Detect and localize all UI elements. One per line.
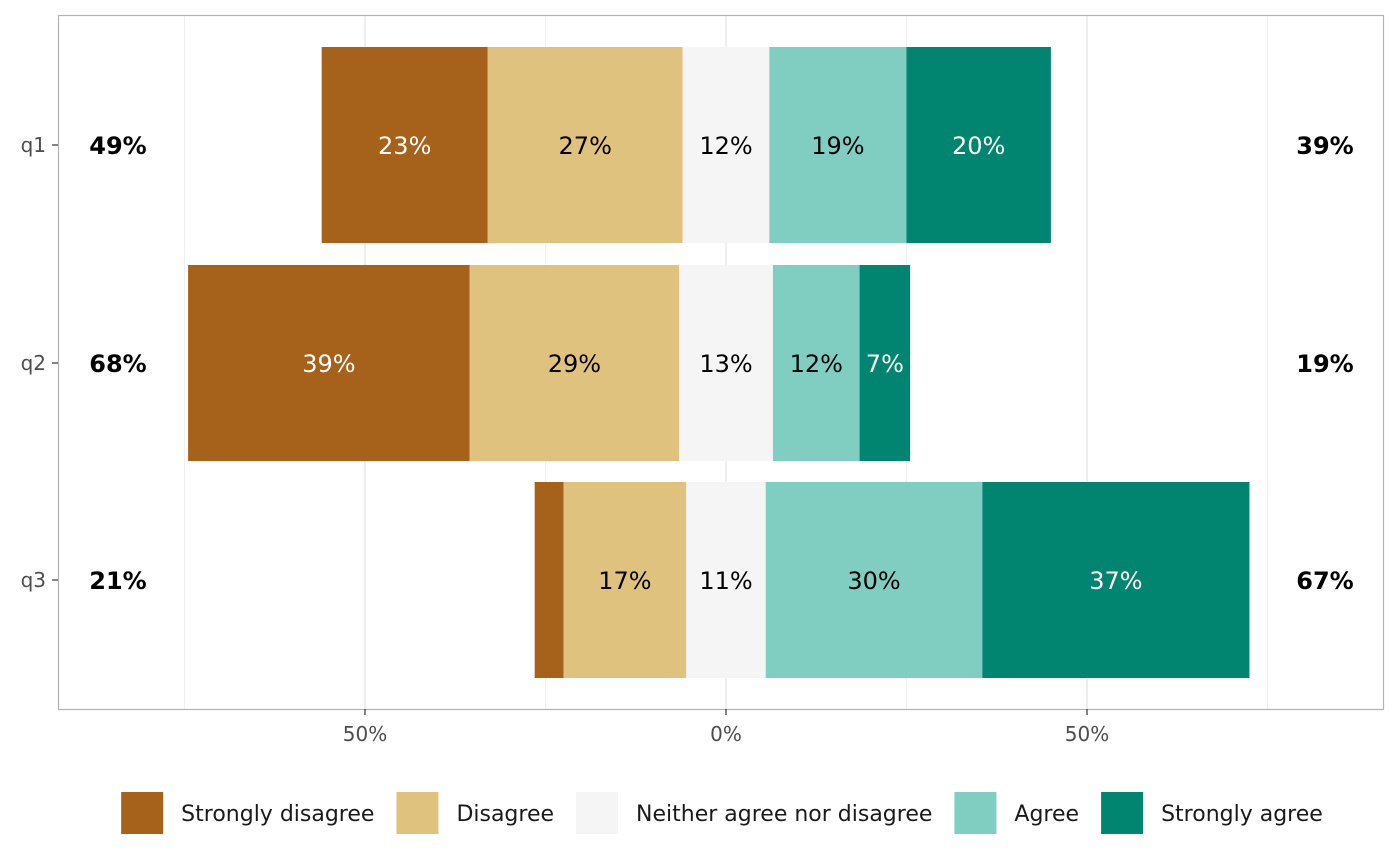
legend-item: Agree [954, 792, 1079, 834]
bar-segment [563, 482, 687, 678]
legend-key [121, 792, 164, 834]
bar-segment [769, 47, 907, 243]
legend-label: Strongly agree [1161, 802, 1323, 827]
axis-layer: q1 q2 q3 50% 0% 50% [21, 133, 1110, 746]
bar-segment [321, 47, 488, 243]
left-total-label: 21% [89, 567, 146, 595]
segment-value-label: 27% [559, 132, 612, 160]
segment-value-label: 11% [699, 567, 752, 595]
bar-segment [772, 265, 860, 461]
left-total-label: 49% [89, 132, 146, 160]
legend-key [396, 792, 439, 834]
bar-segment [188, 265, 470, 461]
bar-layer: 23% 27% 12% 19% 20% 49% 39% 39% 29% 13% 12% 7% 68% 19… [89, 47, 1354, 678]
legend-item: Disagree [396, 792, 554, 834]
bar-segment [469, 265, 680, 461]
legend-item: Neither agree nor disagree [576, 792, 932, 834]
bar-segment [679, 265, 773, 461]
bar-segment [487, 47, 683, 243]
segment-value-label: 12% [699, 132, 752, 160]
segment-value-label: 17% [598, 567, 651, 595]
segment-value-label: 37% [1089, 567, 1142, 595]
segment-value-label: 19% [811, 132, 864, 160]
y-tick-label: q3 [21, 568, 46, 592]
legend-key [576, 792, 619, 834]
segment-value-label: 20% [952, 132, 1005, 160]
right-total-label: 19% [1296, 350, 1353, 378]
x-tick-label: 0% [710, 722, 742, 746]
legend-label: Strongly disagree [181, 802, 374, 827]
legend-label: Disagree [456, 802, 554, 827]
legend-key [1101, 792, 1144, 834]
y-tick-label: q1 [21, 133, 46, 157]
left-total-label: 68% [89, 350, 146, 378]
panel-border [57, 14, 1385, 711]
bar-segment [906, 47, 1051, 243]
legend-key [954, 792, 997, 834]
bar-segment [765, 482, 983, 678]
right-total-label: 39% [1296, 132, 1353, 160]
bar-segment [686, 482, 766, 678]
segment-value-label: 30% [847, 567, 900, 595]
x-tick-label: 50% [343, 722, 387, 746]
y-tick-label: q2 [21, 351, 46, 375]
legend-item: Strongly agree [1101, 792, 1323, 834]
x-tick-label: 50% [1065, 722, 1109, 746]
right-total-label: 67% [1296, 567, 1353, 595]
segment-value-label: 12% [790, 350, 843, 378]
legend-label: Agree [1014, 802, 1079, 827]
bar-segment [682, 47, 770, 243]
segment-value-label: 39% [302, 350, 355, 378]
segment-value-label: 7% [866, 350, 904, 378]
segment-value-label: 23% [378, 132, 431, 160]
segment-value-label: 13% [699, 350, 752, 378]
bar-segment [859, 265, 911, 461]
bar-segment [982, 482, 1250, 678]
legend: Strongly disagree Disagree Neither agree n… [121, 792, 1323, 834]
legend-label: Neither agree nor disagree [636, 802, 932, 827]
segment-value-label: 29% [548, 350, 601, 378]
bar-segment [534, 482, 564, 678]
legend-item: Strongly disagree [121, 792, 374, 834]
